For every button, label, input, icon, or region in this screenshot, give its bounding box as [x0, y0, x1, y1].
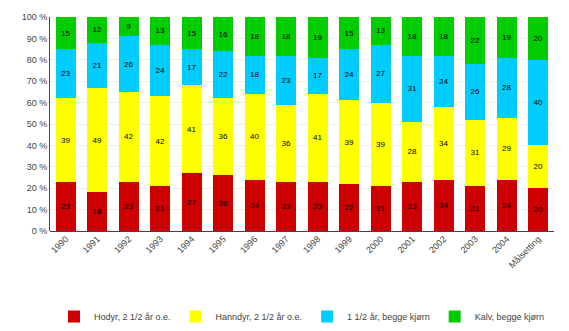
svg-text:23: 23 [282, 202, 291, 211]
svg-text:30 %: 30 % [27, 162, 48, 172]
svg-text:17: 17 [313, 71, 322, 80]
svg-text:21: 21 [471, 204, 480, 213]
svg-text:18: 18 [439, 32, 448, 41]
svg-text:10 %: 10 % [27, 205, 48, 215]
svg-text:39: 39 [61, 136, 70, 145]
svg-text:29: 29 [502, 144, 511, 153]
svg-text:40 %: 40 % [27, 141, 48, 151]
svg-text:Hanndyr, 2 1/2 år o.e.: Hanndyr, 2 1/2 år o.e. [216, 312, 303, 322]
svg-text:1 1/2 år, begge kjørn: 1 1/2 år, begge kjørn [347, 312, 430, 322]
svg-text:18: 18 [93, 207, 102, 216]
svg-text:2004: 2004 [490, 234, 511, 255]
svg-text:18: 18 [282, 32, 291, 41]
svg-text:24: 24 [250, 201, 259, 210]
svg-text:16: 16 [219, 30, 228, 39]
svg-text:17: 17 [187, 63, 196, 72]
svg-text:27: 27 [187, 198, 196, 207]
svg-text:13: 13 [376, 26, 385, 35]
svg-text:26: 26 [471, 87, 480, 96]
svg-text:26: 26 [124, 60, 133, 69]
svg-text:2003: 2003 [459, 234, 480, 255]
svg-text:40: 40 [250, 132, 259, 141]
svg-text:18: 18 [250, 70, 259, 79]
svg-text:1998: 1998 [301, 234, 322, 255]
svg-text:1999: 1999 [333, 234, 354, 255]
svg-text:90 %: 90 % [27, 34, 48, 44]
svg-text:42: 42 [156, 137, 165, 146]
svg-text:24: 24 [502, 201, 511, 210]
svg-text:23: 23 [61, 69, 70, 78]
svg-text:27: 27 [376, 69, 385, 78]
svg-text:Kalv, begge kjørn: Kalv, begge kjørn [475, 312, 544, 322]
svg-text:1992: 1992 [112, 234, 133, 255]
svg-text:100 %: 100 % [22, 12, 48, 22]
svg-text:28: 28 [408, 147, 417, 156]
svg-text:24: 24 [439, 77, 448, 86]
svg-text:31: 31 [471, 148, 480, 157]
svg-text:49: 49 [93, 136, 102, 145]
svg-text:9: 9 [126, 22, 131, 31]
svg-text:36: 36 [219, 132, 228, 141]
svg-text:19: 19 [313, 33, 322, 42]
svg-text:2001: 2001 [396, 234, 417, 255]
svg-text:23: 23 [61, 202, 70, 211]
svg-text:12: 12 [93, 25, 102, 34]
svg-text:31: 31 [408, 84, 417, 93]
svg-text:20: 20 [534, 205, 543, 214]
svg-text:23: 23 [313, 202, 322, 211]
svg-text:39: 39 [345, 138, 354, 147]
svg-text:24: 24 [439, 201, 448, 210]
svg-text:1994: 1994 [175, 234, 196, 255]
svg-text:19: 19 [502, 33, 511, 42]
svg-text:18: 18 [408, 32, 417, 41]
svg-text:1993: 1993 [144, 234, 165, 255]
svg-text:23: 23 [408, 202, 417, 211]
svg-text:40: 40 [534, 98, 543, 107]
svg-text:Hodyr, 2 1/2 år o.e.: Hodyr, 2 1/2 år o.e. [94, 312, 171, 322]
svg-text:1995: 1995 [207, 234, 228, 255]
svg-text:1997: 1997 [270, 234, 291, 255]
svg-text:15: 15 [61, 29, 70, 38]
svg-text:1996: 1996 [238, 234, 259, 255]
svg-text:60 %: 60 % [27, 98, 48, 108]
svg-text:23: 23 [124, 202, 133, 211]
svg-text:50 %: 50 % [27, 119, 48, 129]
svg-text:0 %: 0 % [32, 226, 48, 236]
svg-text:20: 20 [534, 162, 543, 171]
svg-text:28: 28 [502, 83, 511, 92]
svg-text:70 %: 70 % [27, 76, 48, 86]
svg-text:34: 34 [439, 139, 448, 148]
svg-text:22: 22 [471, 36, 480, 45]
svg-text:Målsetting: Målsetting [507, 234, 543, 270]
svg-text:20 %: 20 % [27, 183, 48, 193]
svg-text:42: 42 [124, 132, 133, 141]
svg-text:2002: 2002 [427, 234, 448, 255]
svg-text:1990: 1990 [49, 234, 70, 255]
svg-text:1991: 1991 [81, 234, 102, 255]
svg-text:41: 41 [187, 125, 196, 134]
svg-text:22: 22 [345, 203, 354, 212]
svg-text:18: 18 [250, 32, 259, 41]
svg-text:41: 41 [313, 133, 322, 142]
svg-text:15: 15 [187, 29, 196, 38]
svg-text:21: 21 [376, 204, 385, 213]
svg-text:36: 36 [282, 139, 291, 148]
svg-text:24: 24 [345, 70, 354, 79]
svg-text:24: 24 [156, 66, 165, 75]
svg-text:13: 13 [156, 26, 165, 35]
svg-text:80 %: 80 % [27, 55, 48, 65]
svg-text:23: 23 [282, 76, 291, 85]
svg-text:2000: 2000 [364, 234, 385, 255]
svg-text:39: 39 [376, 140, 385, 149]
svg-text:15: 15 [345, 29, 354, 38]
svg-text:20: 20 [534, 34, 543, 43]
svg-text:22: 22 [219, 70, 228, 79]
svg-text:26: 26 [219, 199, 228, 208]
svg-text:21: 21 [93, 61, 102, 70]
svg-text:21: 21 [156, 204, 165, 213]
